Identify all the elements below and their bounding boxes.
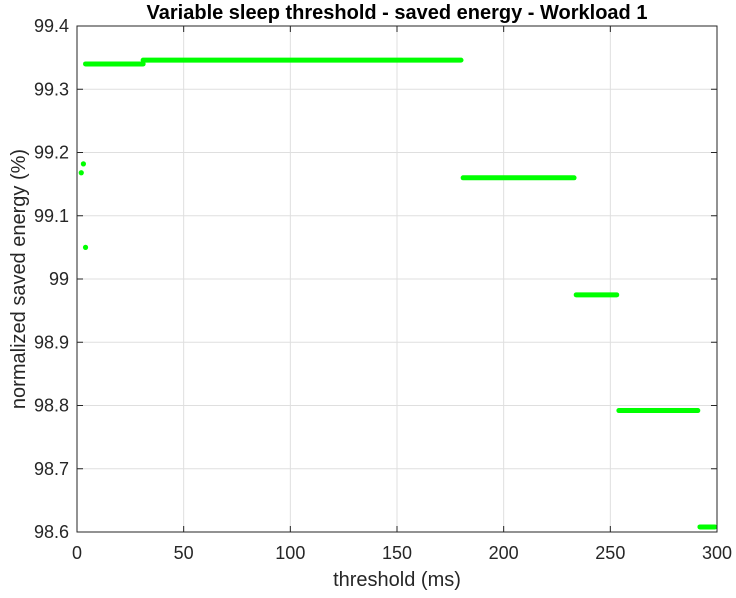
data-point <box>80 161 86 167</box>
y-tick-label: 99.2 <box>34 143 69 163</box>
data-point <box>78 170 84 176</box>
x-tick-label: 50 <box>174 543 194 563</box>
x-tick-label: 200 <box>489 543 519 563</box>
x-tick-label: 0 <box>72 543 82 563</box>
y-tick-label: 99.3 <box>34 79 69 99</box>
data-point <box>82 244 89 250</box>
y-tick-label: 98.9 <box>34 332 69 352</box>
x-tick-label: 150 <box>382 543 412 563</box>
y-ticks: 98.6 98.7 98.8 98.9 99 99.1 99.2 99.3 99.4 <box>34 16 717 542</box>
x-tick-label: 300 <box>702 543 732 563</box>
y-tick-label: 98.7 <box>34 459 69 479</box>
y-tick-label: 99.4 <box>34 16 69 36</box>
x-tick-label: 100 <box>275 543 305 563</box>
y-tick-label: 98.8 <box>34 396 69 416</box>
data-series <box>78 57 718 530</box>
y-axis-label: normalized saved energy (%) <box>8 149 30 409</box>
y-tick-label: 99 <box>49 269 69 289</box>
x-ticks: 0 50 100 150 200 250 300 <box>72 26 732 563</box>
chart-title: Variable sleep threshold - saved energy … <box>147 2 648 24</box>
x-tick-label: 250 <box>595 543 625 563</box>
y-tick-label: 98.6 <box>34 522 69 542</box>
y-tick-label: 99.1 <box>34 206 69 226</box>
x-axis-label: threshold (ms) <box>333 569 461 591</box>
